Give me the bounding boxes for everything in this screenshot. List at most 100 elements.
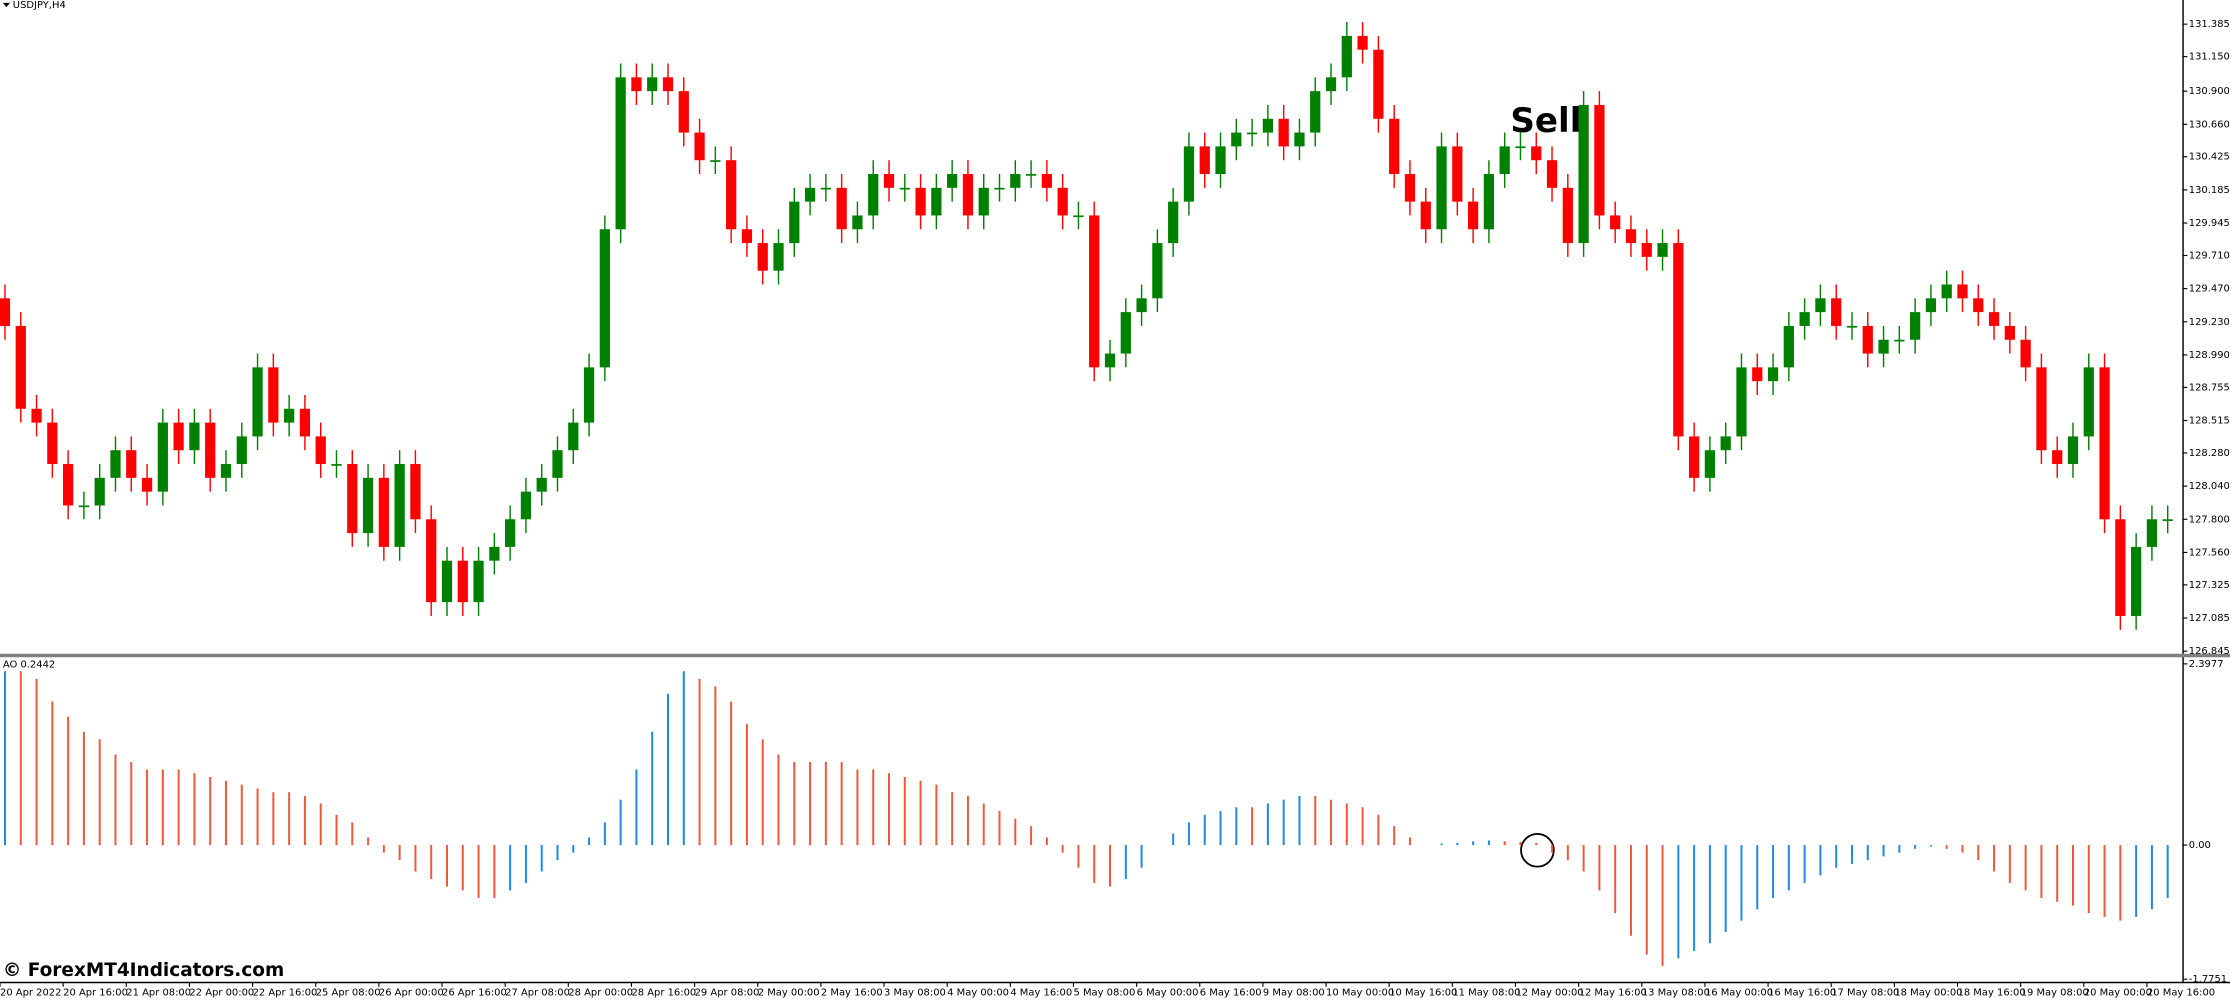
candle-body [2083, 367, 2094, 437]
candle-body [1562, 187, 1573, 244]
candle-body [836, 187, 847, 230]
x-tick-label: 3 May 08:00 [884, 987, 946, 998]
candle-body [1262, 118, 1274, 133]
candle-body [489, 546, 500, 561]
candle-body [15, 325, 26, 409]
candle-body [1246, 132, 1258, 135]
candle-body [1815, 298, 1826, 313]
signal-circle [1520, 833, 1555, 868]
x-tick-label: 2 May 16:00 [821, 987, 883, 998]
x-tick-label: 20 May 16:00 [2147, 987, 2215, 998]
candle-body [0, 298, 11, 326]
candle-body [1657, 243, 1668, 257]
candle-body [1404, 174, 1416, 202]
candle-body [599, 229, 610, 368]
x-tick-label: 16 May 16:00 [1768, 987, 1836, 998]
x-tick-label: 20 Apr 2022 [0, 987, 61, 998]
candle-body [1310, 91, 1321, 133]
y-tick-label: 128.280 [2189, 448, 2230, 459]
candle-body [47, 422, 58, 465]
y-tick-label: -1.7751 [2189, 974, 2227, 985]
candle-body [1467, 201, 1479, 230]
candle-body [173, 422, 184, 451]
candle-body [1610, 215, 1621, 230]
y-tick-label: 131.150 [2189, 52, 2230, 63]
candle-body [726, 160, 737, 230]
candle-body [268, 367, 279, 423]
y-tick-label: 127.325 [2189, 580, 2230, 591]
x-tick-label: 12 May 00:00 [1515, 987, 1583, 998]
indicator-title: AO 0.2442 [3, 660, 55, 671]
candle-body [1325, 77, 1337, 92]
candle-body [1010, 174, 1021, 188]
candle-body [394, 464, 405, 547]
candle-body [947, 174, 958, 188]
x-tick-label: 9 May 08:00 [1263, 987, 1325, 998]
candle-body [1531, 146, 1542, 161]
candle-body [1578, 104, 1589, 244]
candle-body [189, 422, 200, 451]
candle-body [1341, 35, 1352, 78]
y-tick-label: 2.3977 [2189, 659, 2224, 670]
candle-body [236, 436, 247, 465]
candle-body [299, 408, 311, 437]
candle-body [1199, 146, 1210, 175]
candle-body [1215, 146, 1226, 175]
candle-body [994, 187, 1005, 190]
y-tick-label: 130.425 [2189, 152, 2230, 163]
candle-body [1783, 325, 1794, 368]
x-tick-label: 2 May 00:00 [758, 987, 820, 998]
x-tick-label: 26 Apr 16:00 [442, 987, 507, 998]
candle-body [1420, 201, 1431, 230]
candle-body [1625, 229, 1637, 244]
candle-body [78, 505, 90, 508]
candle-body [378, 477, 389, 547]
candle-body [1104, 353, 1116, 368]
candle-body [978, 187, 989, 216]
candle-body [141, 477, 153, 492]
candle-body [1168, 201, 1179, 244]
candle-body [962, 174, 974, 216]
candle-body [520, 491, 532, 520]
candle-body [1499, 146, 1510, 175]
y-tick-label: 126.845 [2189, 646, 2230, 657]
candle-body [1941, 284, 1952, 299]
candle-body [583, 367, 595, 423]
candle-body [1357, 35, 1368, 50]
candle-body [1704, 450, 1716, 478]
y-tick-label: 130.900 [2189, 86, 2230, 97]
candle-body [252, 367, 263, 437]
x-tick-label: 28 Apr 16:00 [631, 987, 696, 998]
candle-body [1389, 118, 1400, 175]
candle-body [1973, 298, 1984, 313]
x-tick-label: 26 Apr 00:00 [379, 987, 444, 998]
y-tick-label: 128.040 [2189, 481, 2230, 492]
candle-body [1436, 146, 1447, 230]
candle-body [662, 77, 674, 92]
candle-body [1183, 146, 1195, 202]
candle-body [2036, 367, 2047, 451]
candle-body [536, 477, 547, 492]
candle-body [220, 464, 232, 478]
candle-body [1452, 146, 1463, 202]
candle-body [883, 174, 895, 188]
candle-body [915, 187, 926, 216]
candle-body [1594, 104, 1605, 216]
candle-body [2099, 367, 2110, 520]
candle-body [505, 519, 516, 547]
candle-body [1846, 325, 1858, 328]
candle-body [2146, 519, 2158, 547]
candle-body [284, 408, 295, 423]
candle-body [331, 464, 342, 466]
y-tick-label: 128.990 [2189, 350, 2230, 361]
candle-body [757, 243, 768, 271]
candle-body [2020, 339, 2031, 368]
candle-body [473, 560, 484, 603]
x-tick-label: 11 May 08:00 [1452, 987, 1520, 998]
candle-body [1910, 312, 1921, 340]
x-tick-label: 10 May 00:00 [1326, 987, 1394, 998]
candle-body [31, 408, 42, 423]
candle-body [1294, 132, 1305, 147]
x-tick-label: 4 May 16:00 [1010, 987, 1072, 998]
